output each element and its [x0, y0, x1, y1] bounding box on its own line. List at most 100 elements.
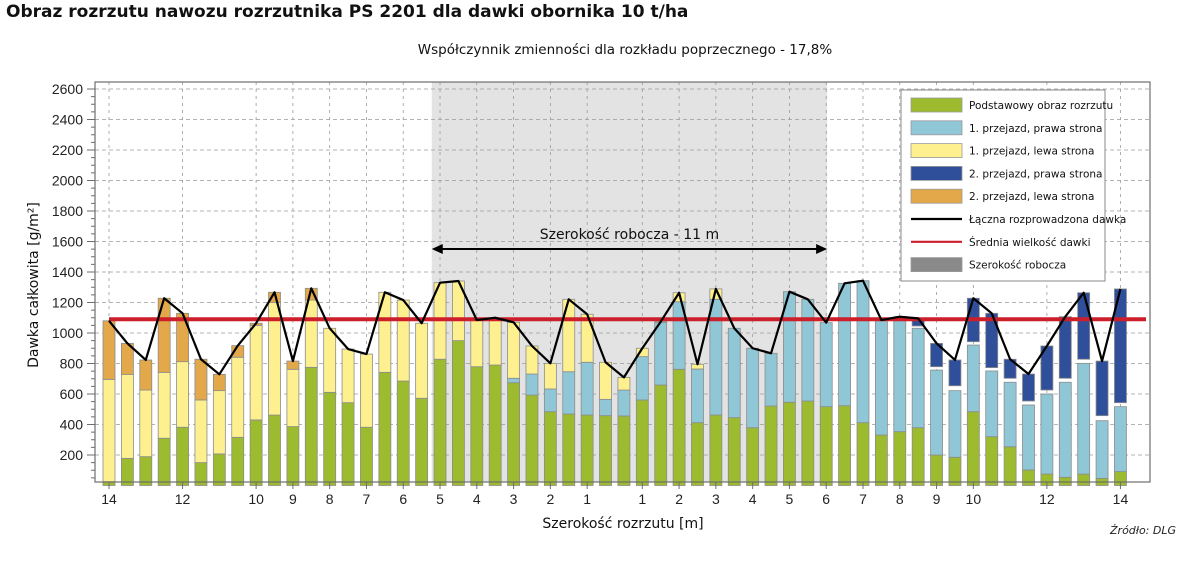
- bar-33: [691, 363, 704, 486]
- bar-segment-lightblue: [746, 347, 760, 429]
- bar-segment-yellow: [139, 389, 153, 458]
- bar-segment-green: [543, 411, 557, 486]
- bar-segment-green: [470, 366, 484, 486]
- bar-segment-green: [157, 437, 171, 486]
- bar-42: [856, 280, 870, 486]
- bar-segment-darkblue: [1022, 373, 1035, 402]
- bar-segment-orange: [286, 360, 300, 370]
- bar-4: [157, 297, 171, 486]
- bar-segment-green: [396, 380, 410, 486]
- y-tick-label: 200: [60, 447, 84, 463]
- legend-swatch-lightblue: [910, 120, 963, 136]
- bar-segment-green: [911, 427, 925, 486]
- bar-segment-yellow: [102, 378, 116, 483]
- bar-24: [525, 345, 539, 486]
- bar-segment-green: [966, 411, 980, 486]
- bar-segment-green: [231, 436, 245, 486]
- bar-segment-green: [212, 453, 226, 486]
- bar-segment-green: [139, 456, 153, 486]
- y-tick-label: 2400: [52, 112, 83, 128]
- working-width-label: Szerokość robocza - 11 m: [540, 227, 719, 243]
- bar-segment-green: [1077, 473, 1091, 486]
- bar-8: [231, 345, 245, 486]
- plot-frame: [94, 81, 1151, 483]
- x-tick-label: 9: [289, 491, 297, 507]
- bar-15: [360, 353, 373, 486]
- bar-segment-lightblue: [819, 322, 833, 408]
- bar-segment-green: [525, 394, 539, 486]
- x-tick-label: 7: [859, 491, 867, 507]
- bar-segment-green: [378, 371, 392, 486]
- bar-segment-lightblue: [911, 327, 925, 429]
- bar-49: [985, 312, 999, 486]
- bar-segment-lightblue: [1040, 393, 1054, 475]
- bar-9: [249, 322, 263, 486]
- bar-segment-green: [488, 364, 502, 486]
- bar-segment-yellow: [341, 348, 355, 404]
- bar-segment-green: [507, 382, 520, 486]
- legend-item-green: Podstawowy obraz rozrzutu: [910, 97, 1113, 113]
- bar-52: [1040, 345, 1054, 486]
- bar-segment-green: [985, 436, 999, 486]
- bar-segment-green: [562, 413, 576, 486]
- bar-segment-lightblue: [709, 298, 723, 416]
- x-tick-label: 2: [546, 491, 554, 507]
- bar-segment-yellow: [396, 299, 410, 382]
- y-tick-label: 1600: [52, 234, 83, 250]
- legend-swatch-yellow: [910, 143, 963, 159]
- bar-segment-green: [415, 397, 429, 486]
- bar-3: [139, 359, 153, 486]
- bar-5: [176, 312, 189, 486]
- legend-swatch-orange: [910, 188, 963, 204]
- bar-45: [911, 317, 925, 486]
- y-axis-title: Dawka całkowita [g/m²]: [26, 202, 42, 368]
- bar-segment-lightblue: [856, 280, 870, 424]
- bar-43: [874, 319, 888, 486]
- bar-34: [709, 288, 723, 486]
- bar-segment-green: [1058, 476, 1072, 486]
- bar-21: [470, 319, 484, 486]
- bar-segment-yellow: [488, 319, 502, 366]
- legend-item-width: Szerokość robocza: [910, 257, 1066, 273]
- bar-39: [801, 298, 815, 486]
- bar-segment-yellow: [231, 356, 245, 438]
- legend-label: 1. przejazd, prawa strona: [969, 123, 1102, 135]
- legend-item-orange: 2. przejazd, lewa strona: [910, 188, 1094, 204]
- bar-segment-green: [819, 406, 833, 486]
- bar-segment-yellow: [470, 319, 484, 368]
- bar-37: [764, 352, 778, 486]
- bar-segment-lightblue: [617, 389, 631, 417]
- legend-item-lightblue: 1. przejazd, prawa strona: [910, 120, 1102, 136]
- x-tick-label: 4: [473, 491, 481, 507]
- bar-47: [948, 359, 962, 486]
- bar-25: [543, 362, 557, 486]
- bar-segment-lightblue: [1003, 381, 1017, 448]
- bar-segment-lightblue: [654, 322, 668, 386]
- bar-segment-green: [360, 426, 373, 486]
- bar-1: [102, 320, 116, 486]
- bar-segment-yellow: [415, 322, 429, 399]
- bar-22: [488, 319, 502, 486]
- bar-segment-lightblue: [635, 356, 649, 401]
- bar-segment-darkblue: [1077, 292, 1091, 360]
- legend-swatch-green: [910, 97, 963, 113]
- x-tick-label: 10: [966, 491, 982, 507]
- bar-40: [819, 322, 833, 486]
- bar-segment-green: [654, 384, 668, 486]
- bar-segment-lightblue: [691, 368, 704, 424]
- y-tick-label: 1400: [52, 264, 83, 280]
- bar-segment-green: [452, 340, 465, 486]
- x-tick-label: 14: [1113, 491, 1129, 507]
- bar-segment-green: [249, 419, 263, 486]
- legend-box: [900, 89, 1106, 282]
- legend-label: Szerokość robocza: [969, 260, 1066, 272]
- legend-label: 2. przejazd, lewa strona: [969, 191, 1094, 203]
- bar-segment-yellow: [176, 361, 189, 428]
- bar-segment-green: [691, 422, 704, 486]
- bar-segment-green: [746, 427, 760, 486]
- bar-segment-green: [635, 399, 649, 486]
- bar-segment-lightblue: [948, 390, 962, 458]
- bar-segment-lightblue: [507, 377, 520, 384]
- bar-segment-green: [323, 391, 337, 486]
- legend-label: 2. przejazd, prawa strona: [969, 168, 1102, 180]
